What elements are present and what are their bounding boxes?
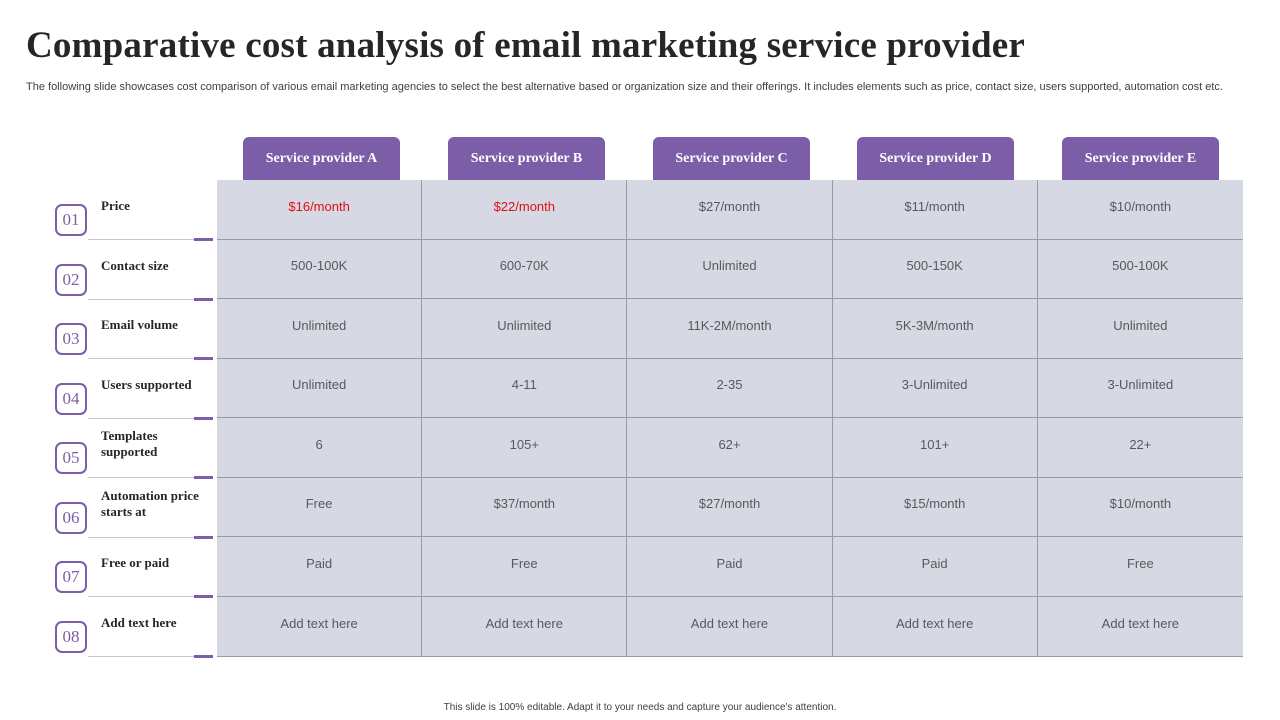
table-row: Unlimited Unlimited 11K-2M/month 5K-3M/m… (217, 299, 1243, 359)
table-cell: Paid (217, 537, 423, 596)
header-provider-b: Service provider B (448, 137, 605, 180)
table-row: Free $37/month $27/month $15/month $10/m… (217, 477, 1243, 537)
row-label-text: Automation price starts at (101, 487, 199, 519)
table-cell: Unlimited (627, 239, 833, 298)
row-number-badge: 04 (55, 382, 87, 415)
table-row: Paid Free Paid Paid Free (217, 537, 1243, 597)
table-cell: $15/month (833, 477, 1038, 536)
row-label-text: Add text here (101, 614, 177, 630)
row-accent-mark (194, 297, 213, 301)
table-cell: Unlimited (422, 299, 628, 358)
table-cell: Add text here (627, 596, 833, 656)
row-label-text: Contact size (101, 257, 169, 273)
table-cell: 500-100K (1112, 258, 1169, 274)
table-row: Unlimited 4-11 2-35 3-Unlimited 3-Unlimi… (217, 358, 1243, 418)
row-accent-mark (194, 357, 213, 360)
row-label-text: Price (101, 198, 130, 213)
header-provider-e: Service provider E (1062, 137, 1219, 180)
row-label-free-or-paid: 07 Free or paid (54, 537, 213, 598)
row-label-price: 01 Price (54, 180, 213, 241)
table-cell: Unlimited (217, 299, 423, 358)
table-cell: 22+ (1129, 436, 1152, 452)
table-row: 500-100K 600-70K Unlimited 500-150K 500-… (217, 239, 1243, 299)
row-label-templates-supported: 05 Templates supported (54, 418, 213, 479)
table-cell: $22/month (422, 180, 628, 239)
table-cell: Free (422, 537, 628, 596)
table-cell: 11K-2M/month (627, 299, 833, 358)
row-number-badge: 08 (55, 620, 87, 653)
row-divider (88, 417, 213, 419)
footer-note: This slide is 100% editable. Adapt it to… (443, 702, 837, 713)
table-cell: 5K-3M/month (833, 299, 1038, 358)
row-accent-mark (194, 595, 213, 598)
row-label-text: Users supported (101, 376, 192, 392)
row-label-email-volume: 03 Email volume (54, 299, 213, 360)
table-row: Add text here Add text here Add text her… (217, 596, 1243, 656)
table-cell: 105+ (422, 418, 628, 477)
row-divider (88, 239, 213, 240)
row-number-badge: 03 (55, 323, 87, 355)
page-title: Comparative cost analysis of email marke… (26, 25, 1026, 66)
row-label-contact-size: 02 Contact size (54, 240, 213, 301)
table-cell: $10/month (1109, 198, 1172, 214)
row-accent-mark (194, 535, 213, 539)
table-cell: 3-Unlimited (1107, 377, 1174, 393)
comparison-table: $16/month $22/month $27/month $11/month … (217, 180, 1243, 657)
table-cell: $11/month (833, 180, 1038, 239)
table-cell: 101+ (833, 418, 1038, 477)
row-divider (88, 358, 213, 359)
row-label-users-supported: 04 Users supported (54, 359, 213, 420)
table-cell: Unlimited (217, 358, 423, 417)
row-label-automation-price: 06 Automation price starts at (54, 478, 213, 539)
header-provider-c: Service provider C (653, 137, 810, 180)
row-accent-mark (194, 238, 213, 241)
table-cell: 6 (217, 418, 423, 477)
page-subtitle: The following slide showcases cost compa… (26, 81, 1223, 93)
header-provider-a: Service provider A (243, 137, 400, 180)
table-cell: $16/month (217, 180, 423, 239)
table-cell: Free (217, 477, 423, 536)
row-number-badge: 01 (55, 204, 87, 236)
row-number-badge: 07 (55, 561, 87, 593)
table-cell: 3-Unlimited (833, 358, 1038, 417)
row-label-text: Email volume (101, 317, 178, 332)
table-cell: Paid (627, 537, 833, 596)
row-accent-mark (194, 416, 213, 420)
row-divider (88, 477, 213, 478)
table-cell: $27/month (627, 477, 833, 536)
table-cell: Add text here (833, 596, 1038, 656)
row-number-badge: 02 (55, 263, 87, 296)
table-cell: 4-11 (422, 358, 628, 417)
row-label-add-text: 08 Add text here (54, 597, 213, 658)
table-row: 6 105+ 62+ 101+ 22+ (217, 418, 1243, 478)
table-cell: Add text here (217, 596, 423, 656)
table-cell: $27/month (627, 180, 833, 239)
row-divider (88, 596, 213, 597)
table-cell: 500-150K (833, 239, 1038, 298)
row-divider (88, 298, 213, 300)
table-cell: Add text here (422, 596, 628, 656)
table-cell: $37/month (422, 477, 628, 536)
table-cell: Paid (833, 537, 1038, 596)
table-cell: 62+ (627, 418, 833, 477)
table-cell: 2-35 (627, 358, 833, 417)
header-provider-d: Service provider D (857, 137, 1014, 180)
row-label-text: Templates supported (101, 428, 158, 459)
table-row: $16/month $22/month $27/month $11/month … (217, 180, 1243, 240)
row-label-text: Free or paid (101, 555, 170, 570)
row-number-badge: 06 (55, 501, 87, 534)
table-cell: $10/month (1109, 496, 1172, 512)
table-cell: Add text here (1101, 615, 1179, 631)
row-accent-mark (194, 654, 213, 658)
row-accent-mark (194, 476, 213, 479)
table-cell: Unlimited (1113, 317, 1168, 333)
table-cell: 600-70K (422, 239, 628, 298)
row-number-badge: 05 (55, 442, 87, 474)
table-cell: 500-100K (217, 239, 423, 298)
table-cell: Free (1126, 555, 1154, 571)
row-divider (88, 655, 213, 657)
row-divider (88, 536, 213, 538)
